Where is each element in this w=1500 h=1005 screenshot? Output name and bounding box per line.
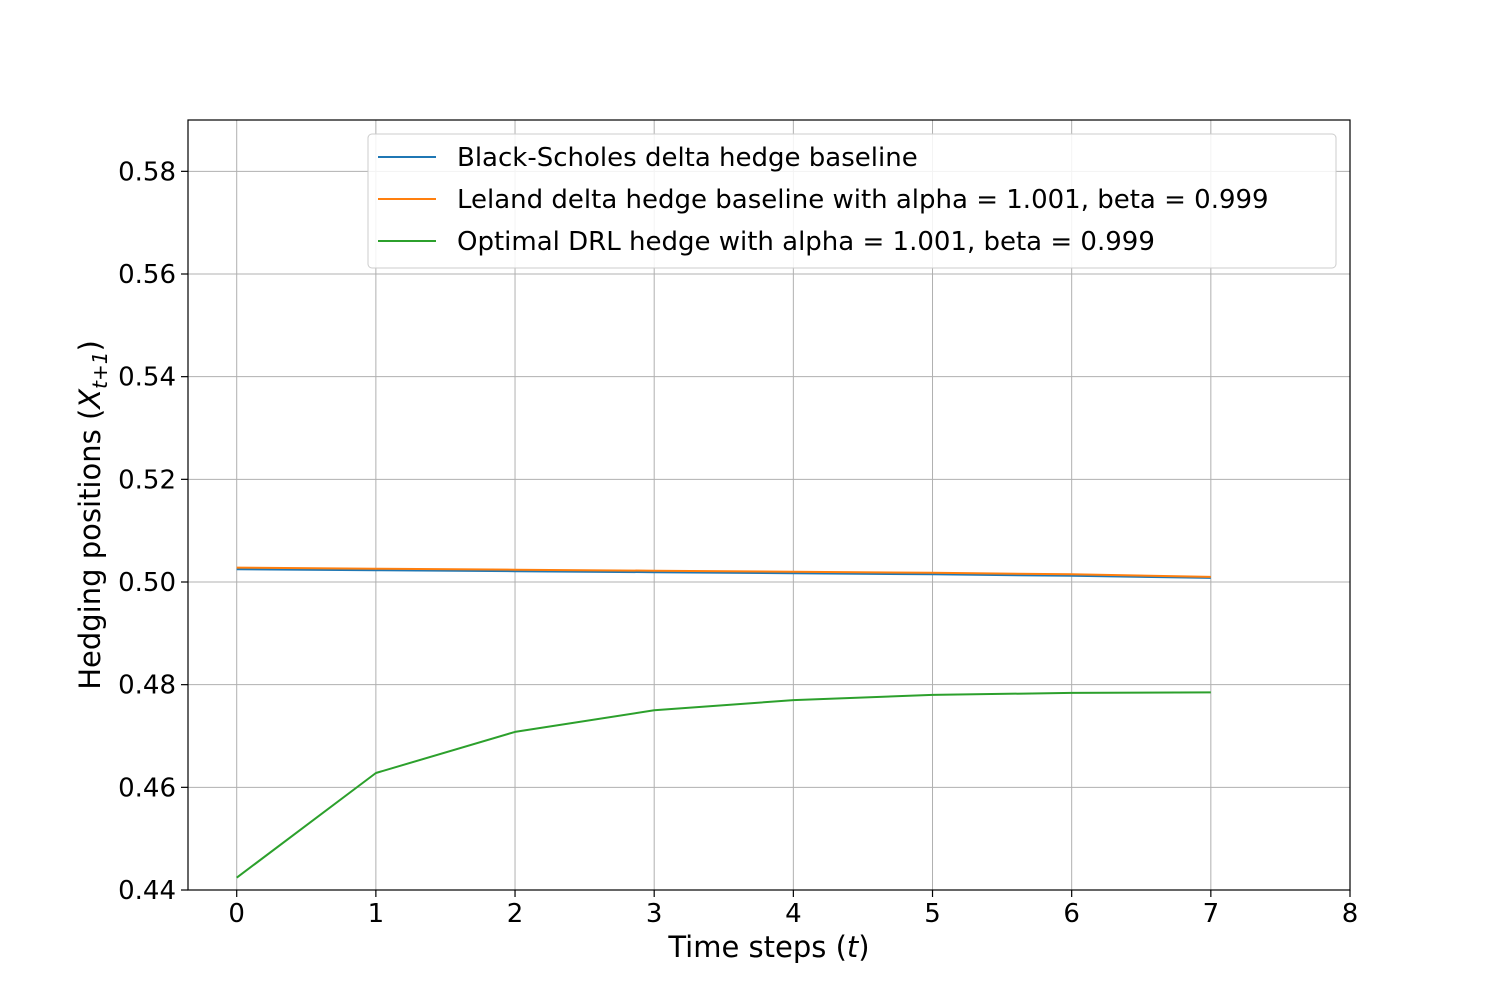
ticks: 0 1 2 3 4 5 6 7 8 0.44 0.46 0.48 0.50 0.52 0.54 0.56 0.5… <box>118 157 1358 929</box>
x-axis-label: Time steps (t) <box>667 930 869 964</box>
series-line-1 <box>236 566 1211 578</box>
x-tick-label: 3 <box>646 899 663 929</box>
x-tick-label: 2 <box>507 899 524 929</box>
x-tick-label: 1 <box>368 899 385 929</box>
legend-label-2: Optimal DRL hedge with alpha = 1.001, be… <box>457 227 1155 257</box>
x-tick-label: 4 <box>785 899 802 929</box>
legend-label-1: Leland delta hedge baseline with alpha =… <box>457 185 1269 215</box>
x-tick-label: 7 <box>1203 899 1220 929</box>
y-tick-label: 0.44 <box>118 876 176 906</box>
y-tick-label: 0.52 <box>118 465 176 495</box>
x-tick-label: 0 <box>228 899 245 929</box>
plot-frame <box>187 119 1351 891</box>
series-line-2 <box>236 691 1211 879</box>
y-axis-label: Hedging positions (Xt+1) <box>73 340 112 690</box>
x-tick-label: 6 <box>1063 899 1080 929</box>
y-tick-label: 0.48 <box>118 671 176 701</box>
x-tick-label: 5 <box>924 899 941 929</box>
x-tick-label: 8 <box>1342 899 1359 929</box>
y-tick-label: 0.56 <box>118 260 176 290</box>
y-tick-label: 0.54 <box>118 363 176 393</box>
series-lines <box>236 566 1211 879</box>
legend-label-0: Black-Scholes delta hedge baseline <box>457 143 918 173</box>
y-tick-label: 0.46 <box>118 773 176 803</box>
legend: Black-Scholes delta hedge baseline Leland… <box>367 133 1337 269</box>
legend-box <box>367 133 1337 269</box>
series-line-0 <box>236 568 1211 579</box>
y-tick-label: 0.50 <box>118 568 176 598</box>
y-tick-label: 0.58 <box>118 157 176 187</box>
